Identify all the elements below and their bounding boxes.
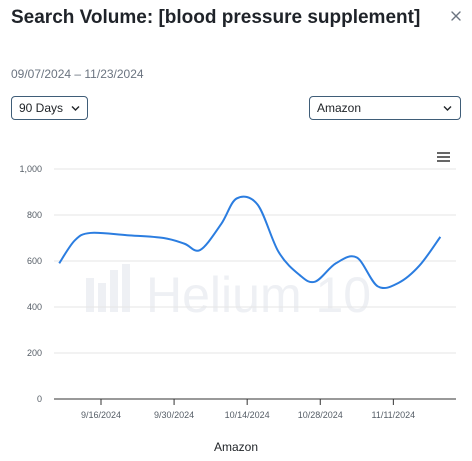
y-tick-label: 0 xyxy=(37,394,42,404)
chevron-down-icon xyxy=(443,106,452,111)
x-axis-title: Amazon xyxy=(214,440,258,454)
chevron-down-icon xyxy=(71,106,80,111)
y-tick-label: 1,000 xyxy=(19,164,42,174)
x-tick-label: 9/16/2024 xyxy=(81,410,121,420)
x-tick-label: 9/30/2024 xyxy=(154,410,194,420)
helium10-logo-icon xyxy=(86,264,130,312)
y-tick-label: 200 xyxy=(27,348,42,358)
x-tick-label: 10/28/2024 xyxy=(298,410,343,420)
chart-menu-button[interactable] xyxy=(437,150,451,162)
y-tick-label: 600 xyxy=(27,256,42,266)
y-tick-label: 400 xyxy=(27,302,42,312)
series-line-amazon xyxy=(58,195,442,290)
days-select-label: 90 Days xyxy=(19,101,64,115)
page-title: Search Volume: [blood pressure supplemen… xyxy=(11,7,421,28)
x-axis: 9/16/2024 9/30/2024 10/14/2024 10/28/2024 11… xyxy=(81,399,415,420)
y-tick-label: 800 xyxy=(27,210,42,220)
close-button[interactable] xyxy=(449,9,463,23)
marketplace-select-label: Amazon xyxy=(317,101,362,115)
date-range: 09/07/2024 – 11/23/2024 xyxy=(11,67,144,81)
hamburger-menu-icon xyxy=(437,152,450,162)
marketplace-select[interactable]: Amazon xyxy=(309,96,461,120)
x-tick-label: 10/14/2024 xyxy=(225,410,270,420)
y-axis: 0 200 400 600 800 1,000 xyxy=(19,164,42,404)
chart-grid xyxy=(54,168,456,400)
helium10-watermark: Helium 10 xyxy=(86,264,371,323)
close-icon xyxy=(451,11,461,21)
x-tick-label: 11/11/2024 xyxy=(371,410,415,420)
days-select[interactable]: 90 Days xyxy=(11,96,88,120)
watermark-text: Helium 10 xyxy=(146,267,371,323)
